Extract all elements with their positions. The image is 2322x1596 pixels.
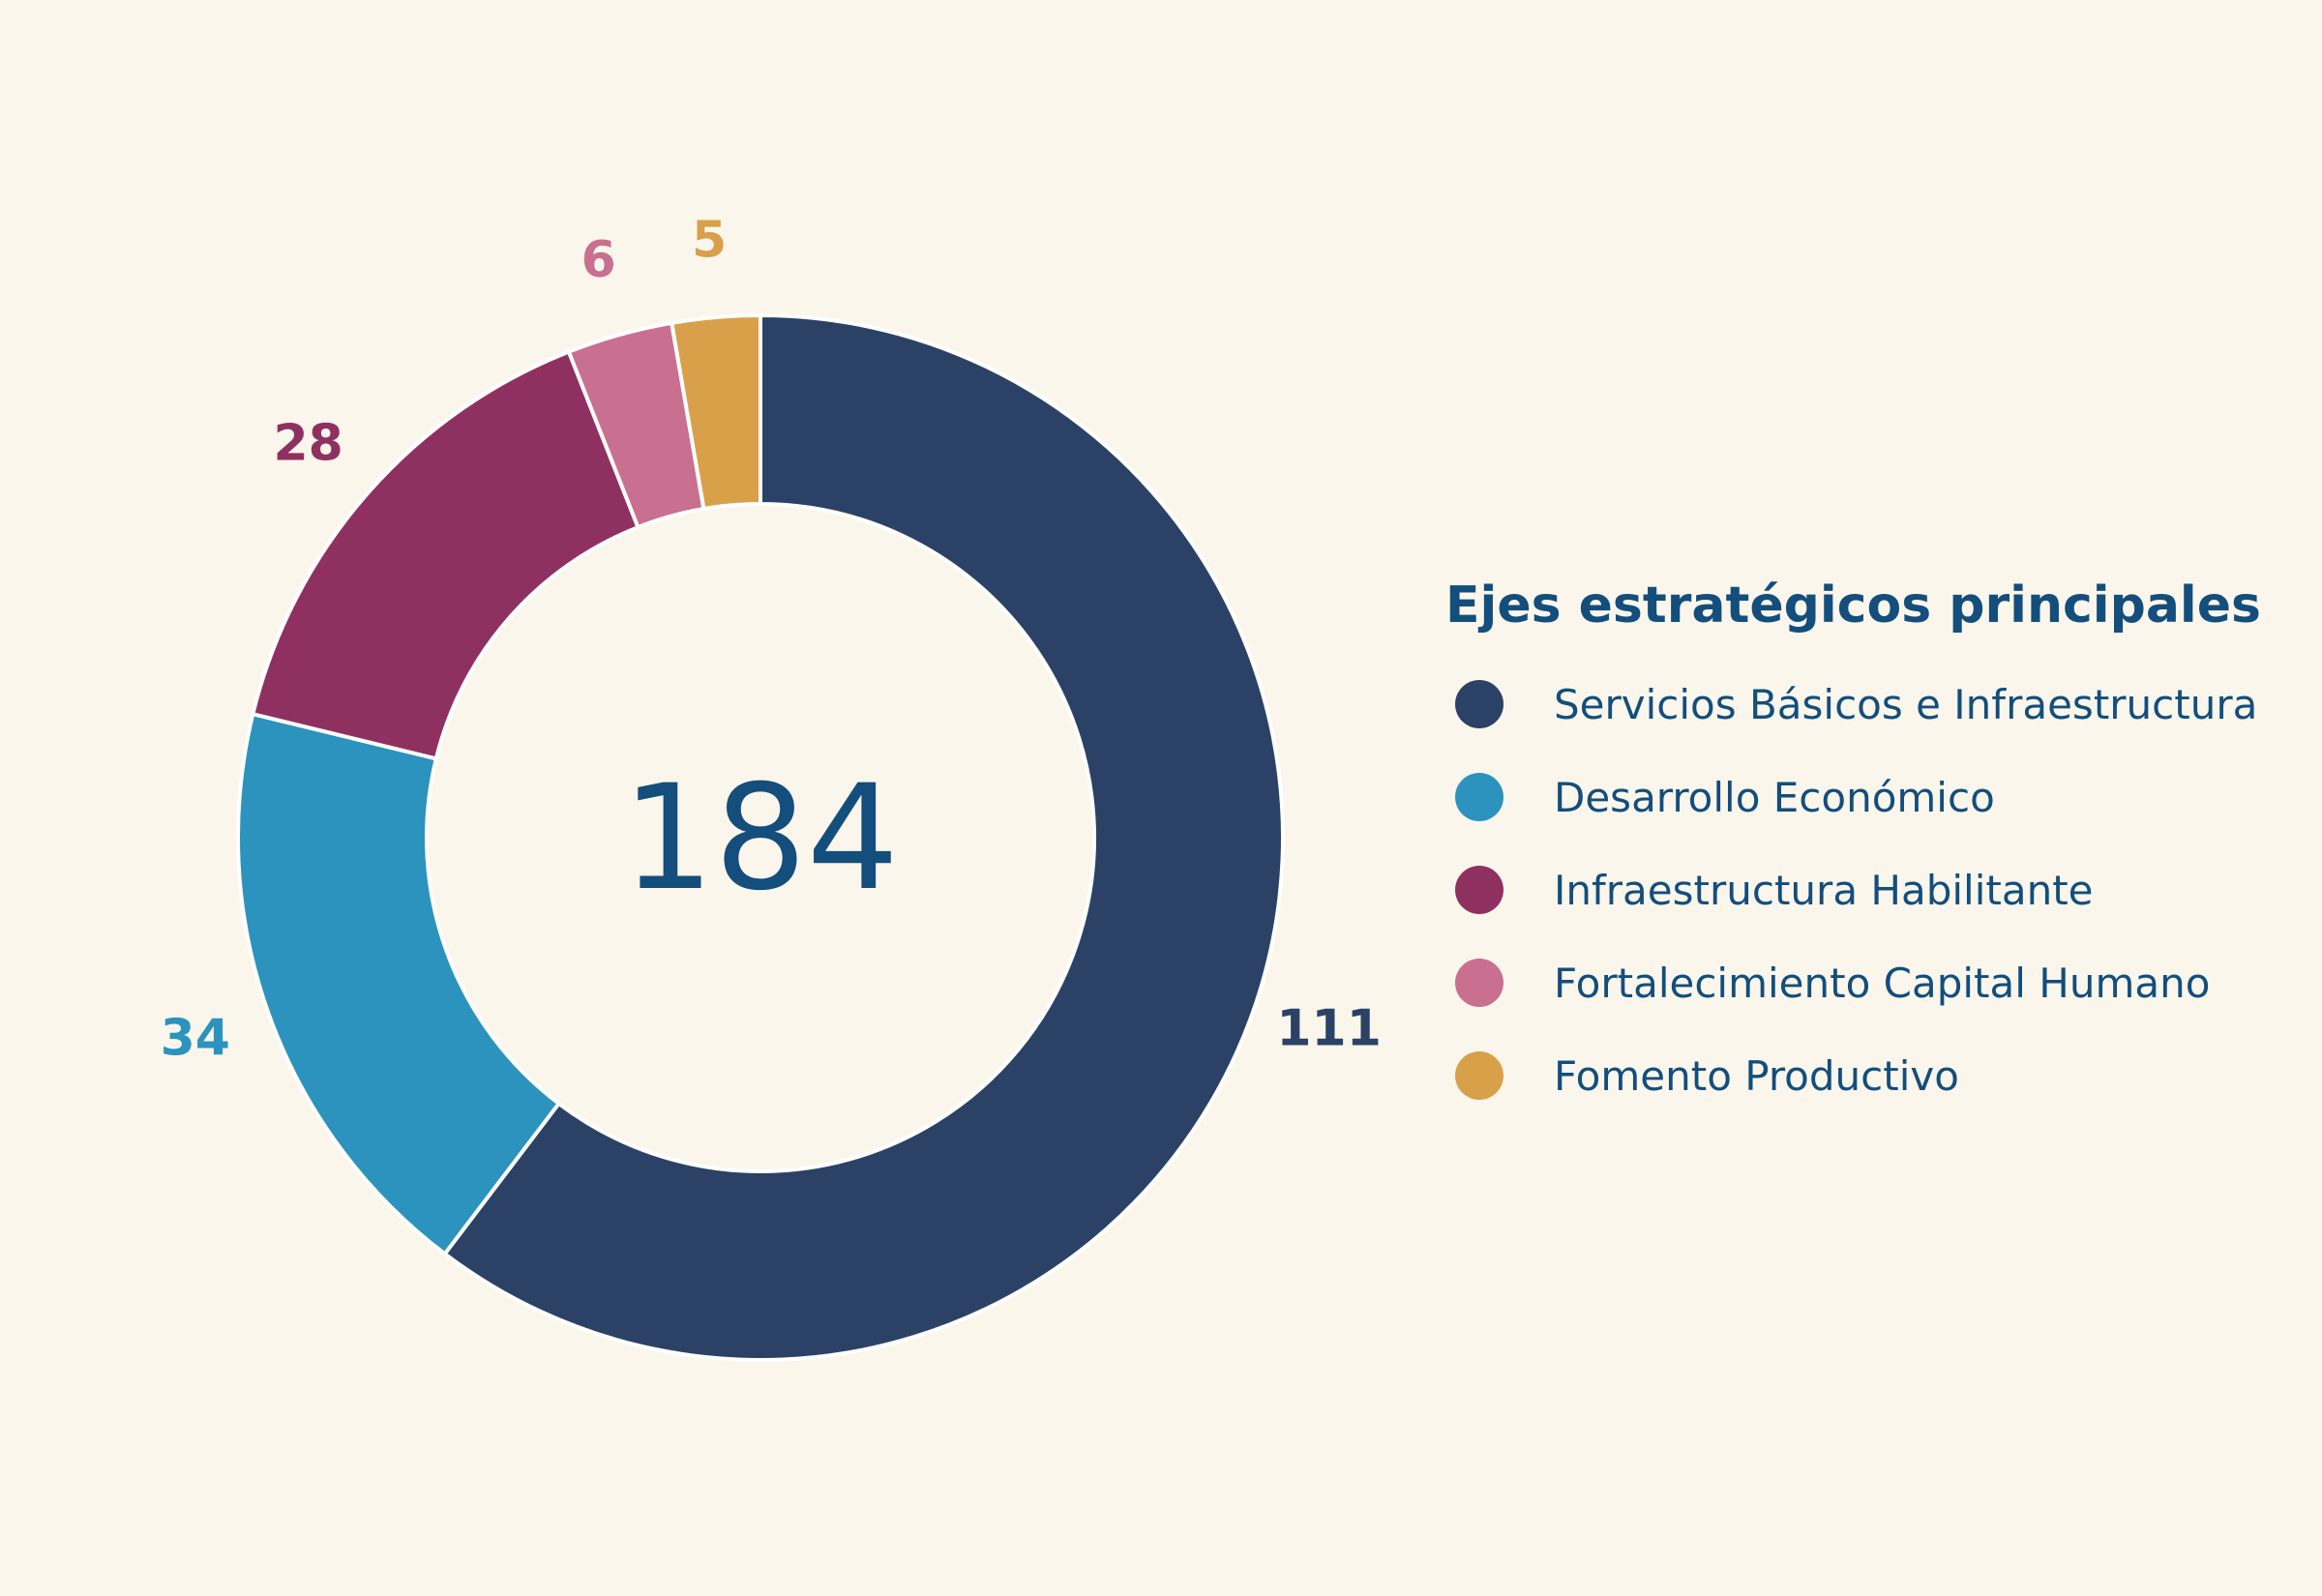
center-total: 184 (622, 754, 899, 923)
legend-list: Servicios Básicos e Infraestructura Desar… (1445, 658, 2307, 1122)
slice-label-infraestructura-habilitante: 28 (274, 415, 343, 473)
slice-desarrollo-economico (236, 712, 561, 1256)
slice-label-fomento-productivo: 5 (692, 211, 727, 269)
legend-swatch (1455, 959, 1503, 1007)
legend: Ejes estratégicos principales Servicios … (1445, 569, 2307, 1122)
legend-item-servicios-basicos-e-infraestructura: Servicios Básicos e Infraestructura (1445, 658, 2307, 751)
slice-servicios-basicos-e-infraestructura (442, 313, 1286, 1362)
legend-label: Infraestructura Habilitante (1554, 866, 2094, 914)
legend-label: Fortalecimiento Capital Humano (1554, 959, 2211, 1007)
legend-label: Desarrollo Económico (1554, 773, 1995, 821)
slice-infraestructura-habilitante (251, 349, 640, 761)
legend-swatch (1455, 866, 1503, 914)
legend-title: Ejes estratégicos principales (1445, 576, 2261, 635)
legend-item-desarrollo-economico: Desarrollo Económico (1445, 751, 2307, 843)
slice-label-fortalecimiento-capital-humano: 6 (581, 231, 616, 289)
legend-item-fomento-productivo: Fomento Productivo (1445, 1029, 2307, 1122)
legend-swatch (1455, 680, 1503, 728)
slice-fomento-productivo (670, 313, 762, 512)
legend-swatch (1455, 773, 1503, 821)
slice-label-servicios-basicos-e-infraestructura: 111 (1276, 1000, 1382, 1058)
legend-label: Servicios Básicos e Infraestructura (1554, 680, 2258, 728)
legend-label: Fomento Productivo (1554, 1051, 1959, 1100)
legend-item-fortalecimiento-capital-humano: Fortalecimiento Capital Humano (1445, 936, 2307, 1029)
legend-swatch (1455, 1051, 1503, 1100)
legend-item-infraestructura-habilitante: Infraestructura Habilitante (1445, 843, 2307, 936)
slice-label-desarrollo-economico: 34 (161, 1010, 230, 1068)
